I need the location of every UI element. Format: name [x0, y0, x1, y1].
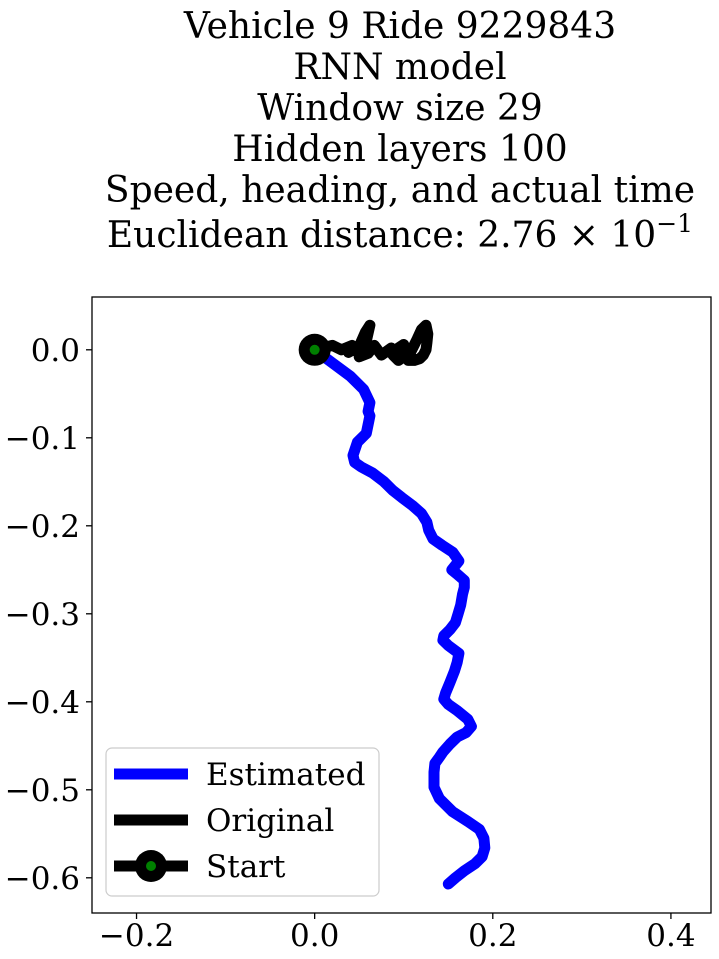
title-line-vehicle: Vehicle 9 Ride 9229843: [183, 6, 616, 47]
title-distance-exponent: −1: [656, 209, 693, 238]
series-line-original: [309, 319, 434, 366]
y-tick-label: 0.0: [31, 333, 80, 369]
title-line-distance: Euclidean distance: 2.76 × 10−1: [107, 209, 693, 256]
y-axis-ticks: 0.0 −0.1 −0.2 −0.3 −0.4 −0.5 −0.6: [5, 333, 92, 897]
legend-start-swatch-inner: [146, 861, 156, 871]
y-tick-label: −0.3: [5, 597, 80, 633]
legend-original-label: Original: [206, 803, 334, 839]
chart-title: Vehicle 9 Ride 9229843 RNN model Window …: [105, 6, 695, 256]
title-line-hidden: Hidden layers 100: [232, 129, 567, 170]
title-line-window: Window size 29: [257, 88, 543, 129]
legend: Estimated Original Start: [105, 747, 380, 897]
series-line-estimated: [309, 344, 491, 890]
x-tick-label: −0.2: [99, 918, 174, 954]
y-tick-label: −0.2: [5, 509, 80, 545]
y-tick-label: −0.1: [5, 421, 80, 457]
title-line-features: Speed, heading, and actual time: [105, 170, 695, 211]
legend-estimated-label: Estimated: [206, 757, 365, 793]
y-tick-label: −0.5: [5, 773, 80, 809]
title-distance-prefix: Euclidean distance: 2.76 × 10: [107, 215, 656, 256]
title-line-model: RNN model: [293, 47, 506, 88]
plot-frame: [91, 296, 712, 914]
plot-lines: [309, 319, 491, 890]
x-tick-label: 0.2: [468, 918, 517, 954]
y-tick-label: −0.4: [5, 685, 80, 721]
legend-start-label: Start: [206, 849, 286, 885]
x-tick-label: 0.4: [646, 918, 695, 954]
y-tick-label: −0.6: [5, 861, 80, 897]
x-tick-label: 0.0: [290, 918, 339, 954]
start-marker-inner: [309, 344, 320, 355]
x-axis-ticks: −0.2 0.0 0.2 0.4: [99, 913, 696, 954]
start-marker-layer: [298, 333, 331, 366]
legend-box: [105, 747, 380, 897]
